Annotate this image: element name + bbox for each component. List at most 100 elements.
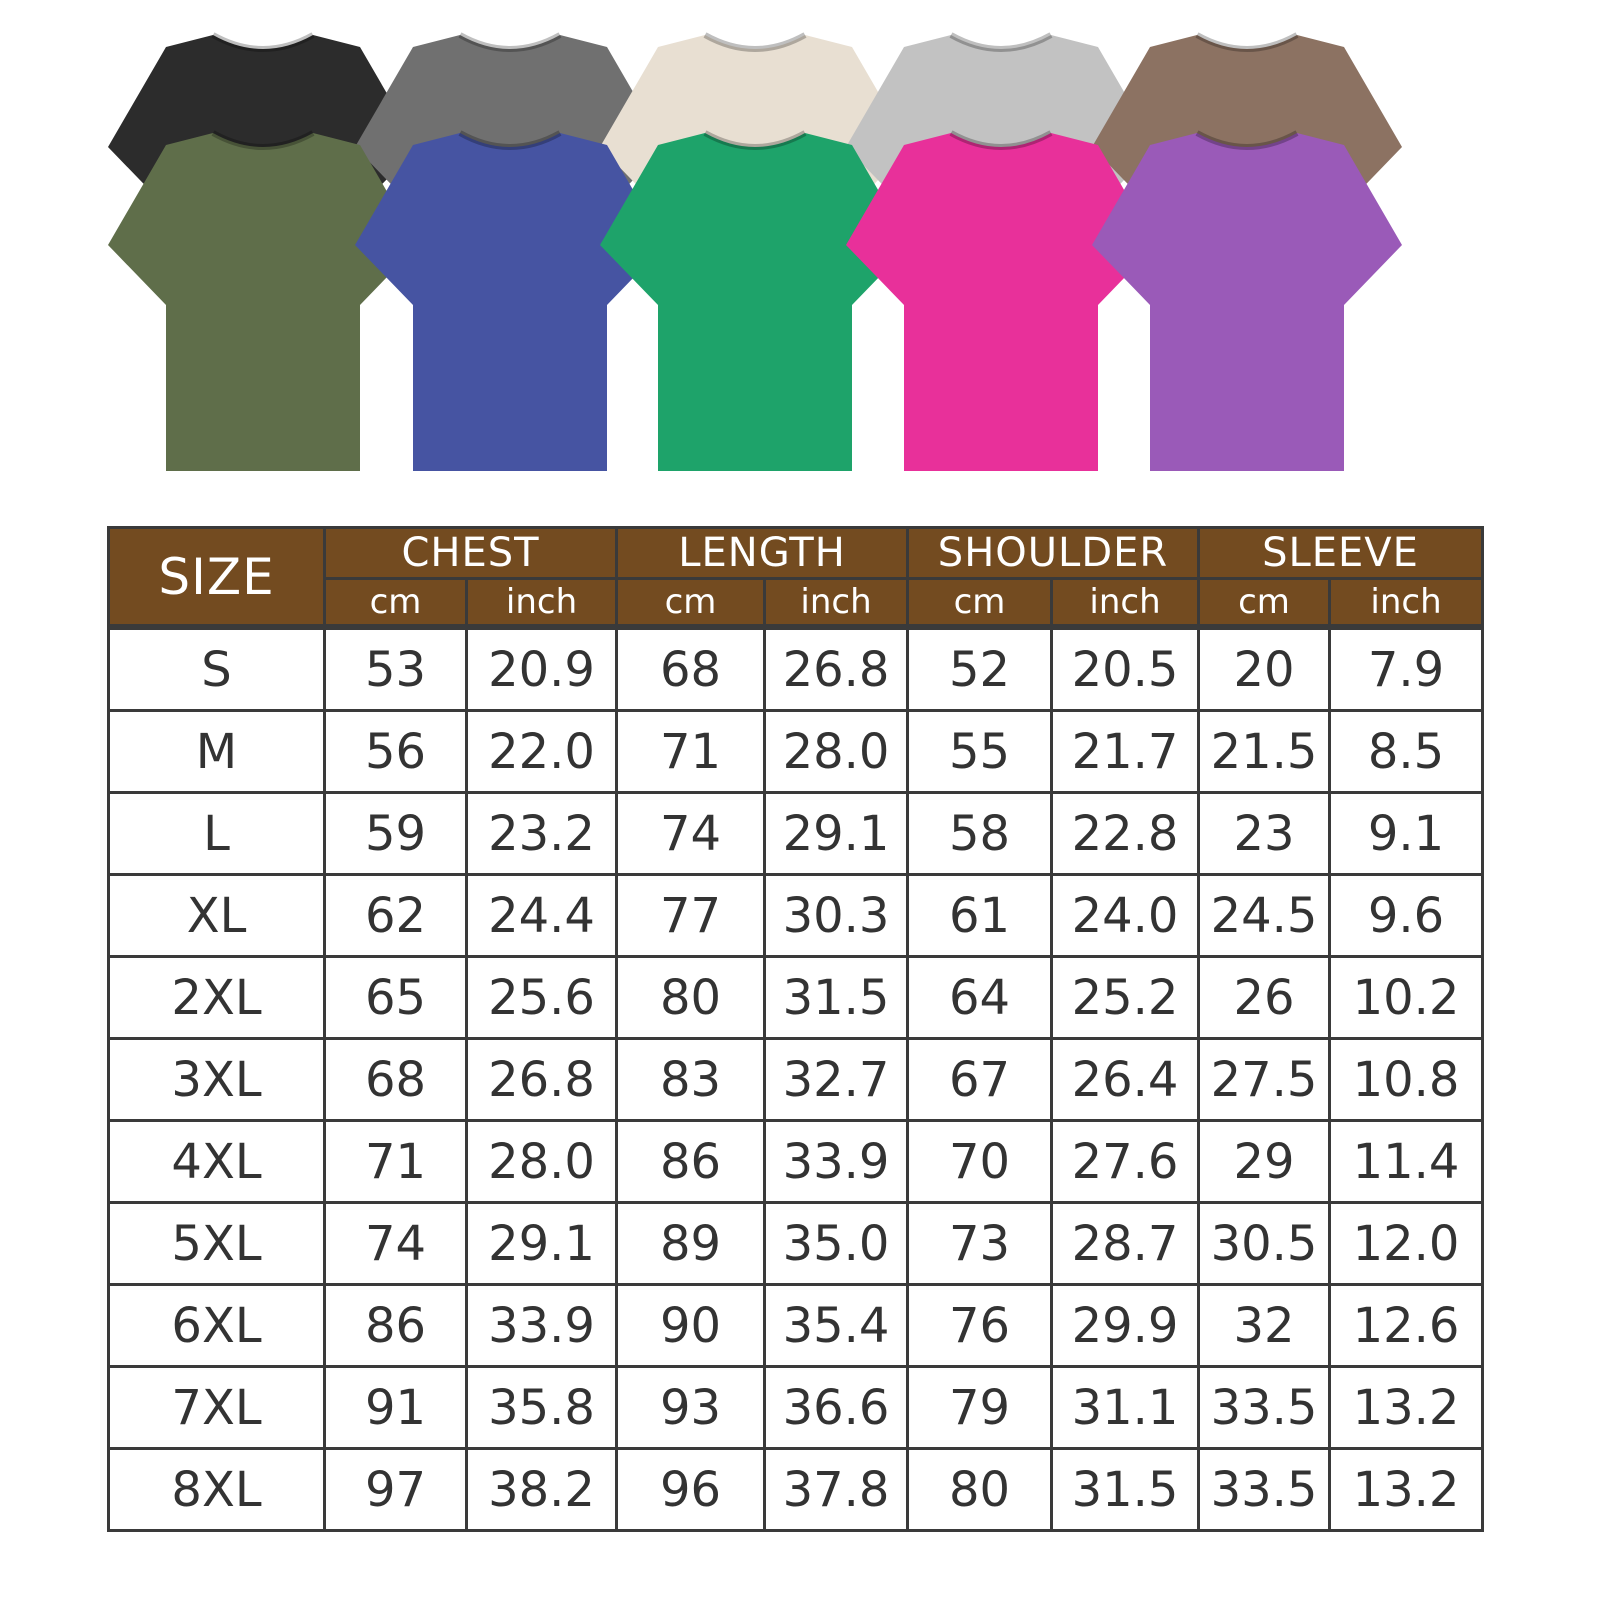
shoulder-inch-header: inch bbox=[1050, 577, 1200, 629]
cell-length-inch: 35.0 bbox=[763, 1201, 909, 1286]
cell-length-inch: 36.6 bbox=[763, 1365, 909, 1450]
cell-chest-cm: 56 bbox=[323, 709, 468, 794]
cell-sleeve-cm: 29 bbox=[1197, 1119, 1331, 1204]
cell-chest-cm: 59 bbox=[323, 791, 468, 876]
cell-size: 8XL bbox=[107, 1447, 326, 1532]
cell-shoulder-cm: 58 bbox=[906, 791, 1053, 876]
cell-size: 2XL bbox=[107, 955, 326, 1040]
cell-length-cm: 71 bbox=[615, 709, 766, 794]
cell-sleeve-inch: 9.1 bbox=[1328, 791, 1484, 876]
cell-shoulder-inch: 26.4 bbox=[1050, 1037, 1200, 1122]
cell-chest-inch: 20.9 bbox=[465, 624, 618, 712]
cell-chest-cm: 74 bbox=[323, 1201, 468, 1286]
length-inch-header: inch bbox=[763, 577, 909, 629]
cell-sleeve-inch: 7.9 bbox=[1328, 624, 1484, 712]
cell-sleeve-cm: 20 bbox=[1197, 624, 1331, 712]
cell-length-cm: 74 bbox=[615, 791, 766, 876]
cell-size: 6XL bbox=[107, 1283, 326, 1368]
cell-sleeve-inch: 13.2 bbox=[1328, 1365, 1484, 1450]
cell-chest-inch: 33.9 bbox=[465, 1283, 618, 1368]
cell-length-inch: 29.1 bbox=[763, 791, 909, 876]
cell-sleeve-inch: 8.5 bbox=[1328, 709, 1484, 794]
cell-chest-inch: 23.2 bbox=[465, 791, 618, 876]
cell-length-cm: 93 bbox=[615, 1365, 766, 1450]
cell-chest-inch: 26.8 bbox=[465, 1037, 618, 1122]
cell-shoulder-inch: 21.7 bbox=[1050, 709, 1200, 794]
cell-shoulder-cm: 61 bbox=[906, 873, 1053, 958]
cell-sleeve-inch: 9.6 bbox=[1328, 873, 1484, 958]
cell-shoulder-cm: 76 bbox=[906, 1283, 1053, 1368]
cell-chest-cm: 68 bbox=[323, 1037, 468, 1122]
shoulder-cm-header: cm bbox=[906, 577, 1053, 629]
cell-chest-cm: 65 bbox=[323, 955, 468, 1040]
cell-length-cm: 68 bbox=[615, 624, 766, 712]
cell-chest-inch: 24.4 bbox=[465, 873, 618, 958]
table-row: 3XL 68 26.8 83 32.7 67 26.4 27.5 10.8 bbox=[107, 1037, 1484, 1122]
cell-length-inch: 32.7 bbox=[763, 1037, 909, 1122]
cell-sleeve-cm: 26 bbox=[1197, 955, 1331, 1040]
size-chart-table: SIZE CHEST LENGTH SHOULDER SLEEVE cm inch… bbox=[107, 526, 1484, 1532]
table-row: S 53 20.9 68 26.8 52 20.5 20 7.9 bbox=[107, 624, 1484, 712]
cell-size: L bbox=[107, 791, 326, 876]
cell-size: 4XL bbox=[107, 1119, 326, 1204]
cell-chest-inch: 38.2 bbox=[465, 1447, 618, 1532]
sleeve-cm-header: cm bbox=[1197, 577, 1331, 629]
cell-chest-inch: 25.6 bbox=[465, 955, 618, 1040]
sleeve-header: SLEEVE bbox=[1197, 526, 1484, 580]
cell-shoulder-cm: 73 bbox=[906, 1201, 1053, 1286]
length-cm-header: cm bbox=[615, 577, 766, 629]
cell-length-inch: 28.0 bbox=[763, 709, 909, 794]
cell-chest-cm: 71 bbox=[323, 1119, 468, 1204]
cell-size: XL bbox=[107, 873, 326, 958]
cell-sleeve-inch: 11.4 bbox=[1328, 1119, 1484, 1204]
cell-sleeve-inch: 12.0 bbox=[1328, 1201, 1484, 1286]
cell-shoulder-inch: 22.8 bbox=[1050, 791, 1200, 876]
cell-sleeve-cm: 23 bbox=[1197, 791, 1331, 876]
table-row: XL 62 24.4 77 30.3 61 24.0 24.5 9.6 bbox=[107, 873, 1484, 958]
table-row: 6XL 86 33.9 90 35.4 76 29.9 32 12.6 bbox=[107, 1283, 1484, 1368]
chest-header: CHEST bbox=[323, 526, 618, 580]
cell-shoulder-inch: 31.1 bbox=[1050, 1365, 1200, 1450]
tshirt-olive-front bbox=[108, 130, 418, 471]
table-row: 8XL 97 38.2 96 37.8 80 31.5 33.5 13.2 bbox=[107, 1447, 1484, 1532]
cell-sleeve-cm: 33.5 bbox=[1197, 1447, 1331, 1532]
shoulder-header: SHOULDER bbox=[906, 526, 1200, 580]
cell-size: 3XL bbox=[107, 1037, 326, 1122]
cell-chest-inch: 28.0 bbox=[465, 1119, 618, 1204]
table-row: 2XL 65 25.6 80 31.5 64 25.2 26 10.2 bbox=[107, 955, 1484, 1040]
tshirt-green-front bbox=[600, 130, 910, 471]
tshirt-pink-front bbox=[846, 130, 1156, 471]
cell-sleeve-inch: 10.2 bbox=[1328, 955, 1484, 1040]
sleeve-inch-header: inch bbox=[1328, 577, 1484, 629]
cell-sleeve-cm: 27.5 bbox=[1197, 1037, 1331, 1122]
chest-cm-header: cm bbox=[323, 577, 468, 629]
cell-shoulder-cm: 79 bbox=[906, 1365, 1053, 1450]
cell-size: M bbox=[107, 709, 326, 794]
size-header: SIZE bbox=[107, 526, 326, 629]
cell-length-inch: 30.3 bbox=[763, 873, 909, 958]
cell-size: 7XL bbox=[107, 1365, 326, 1450]
cell-sleeve-cm: 33.5 bbox=[1197, 1365, 1331, 1450]
cell-shoulder-inch: 25.2 bbox=[1050, 955, 1200, 1040]
cell-length-cm: 89 bbox=[615, 1201, 766, 1286]
cell-length-cm: 96 bbox=[615, 1447, 766, 1532]
cell-chest-cm: 62 bbox=[323, 873, 468, 958]
cell-shoulder-inch: 29.9 bbox=[1050, 1283, 1200, 1368]
cell-shoulder-inch: 20.5 bbox=[1050, 624, 1200, 712]
table-row: 5XL 74 29.1 89 35.0 73 28.7 30.5 12.0 bbox=[107, 1201, 1484, 1286]
cell-sleeve-cm: 21.5 bbox=[1197, 709, 1331, 794]
chest-inch-header: inch bbox=[465, 577, 618, 629]
cell-shoulder-cm: 55 bbox=[906, 709, 1053, 794]
cell-length-inch: 26.8 bbox=[763, 624, 909, 712]
cell-shoulder-cm: 80 bbox=[906, 1447, 1053, 1532]
cell-length-cm: 90 bbox=[615, 1283, 766, 1368]
cell-shoulder-inch: 27.6 bbox=[1050, 1119, 1200, 1204]
cell-sleeve-inch: 12.6 bbox=[1328, 1283, 1484, 1368]
table-row: 7XL 91 35.8 93 36.6 79 31.1 33.5 13.2 bbox=[107, 1365, 1484, 1450]
cell-length-inch: 37.8 bbox=[763, 1447, 909, 1532]
cell-size: 5XL bbox=[107, 1201, 326, 1286]
cell-length-inch: 35.4 bbox=[763, 1283, 909, 1368]
cell-sleeve-inch: 13.2 bbox=[1328, 1447, 1484, 1532]
cell-sleeve-inch: 10.8 bbox=[1328, 1037, 1484, 1122]
cell-shoulder-cm: 64 bbox=[906, 955, 1053, 1040]
